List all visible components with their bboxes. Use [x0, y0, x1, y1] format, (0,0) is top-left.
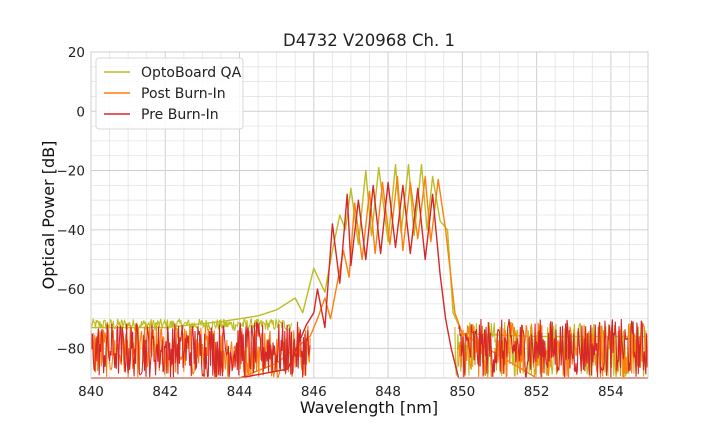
- x-tick-label: 852: [524, 384, 550, 400]
- series-noise-line: [90, 321, 311, 378]
- chart-title: D4732 V20968 Ch. 1: [283, 31, 455, 50]
- plot-frame: [90, 51, 649, 379]
- legend-label: Post Burn-In: [141, 86, 226, 102]
- y-tick-label: 0: [76, 104, 85, 120]
- x-tick-label: 854: [598, 384, 624, 400]
- y-tick-label: −60: [57, 282, 86, 298]
- y-tick-label: −20: [57, 164, 86, 180]
- x-tick-label: 840: [78, 384, 104, 400]
- x-tick-label: 848: [375, 384, 401, 400]
- x-tick-label: 846: [301, 384, 327, 400]
- x-tick-label: 850: [449, 384, 475, 400]
- series-pre-burn-in: [90, 181, 649, 379]
- y-tick-label: 20: [68, 45, 85, 61]
- series-line: [91, 175, 648, 379]
- y-tick-label: −40: [57, 223, 86, 239]
- x-tick-label: 844: [227, 384, 253, 400]
- legend: OptoBoard QA Post Burn-In Pre Burn-In: [95, 57, 244, 130]
- x-tick-label: 842: [152, 384, 178, 400]
- legend-box: [95, 57, 244, 130]
- y-axis-title: Optical Power [dB]: [39, 141, 58, 290]
- legend-label: OptoBoard QA: [141, 65, 242, 81]
- series-noise-line: [458, 318, 649, 379]
- legend-label: Pre Burn-In: [141, 107, 219, 123]
- series-line: [91, 181, 648, 379]
- series-group: [90, 163, 649, 380]
- x-axis-title: Wavelength [nm]: [300, 398, 438, 417]
- y-tick-label: −80: [57, 341, 86, 357]
- series-noise-line: [90, 317, 293, 332]
- tick-labels: 840 842 844 846 848 850 852 854 20 0 −20 −40 −60 −80: [57, 45, 624, 400]
